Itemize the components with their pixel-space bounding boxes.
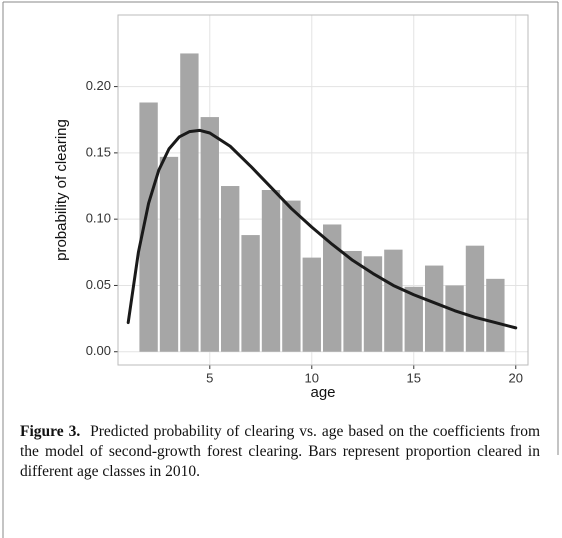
- x-axis-title: age: [310, 384, 335, 401]
- x-tick-label: 15: [407, 370, 421, 385]
- y-tick-label: 0.15: [86, 144, 111, 159]
- bar: [343, 250, 362, 352]
- bar: [200, 117, 219, 352]
- y-tick-label: 0.10: [86, 211, 111, 226]
- bar: [180, 53, 199, 352]
- chart: age probability of clearing 0.00 0.05 0.10…: [2, 1, 559, 420]
- figure-caption: Figure 3. Predicted probability of clear…: [20, 422, 540, 482]
- bar: [404, 286, 423, 352]
- bar: [465, 245, 485, 352]
- bar: [261, 190, 281, 352]
- y-tick-label: 0.05: [86, 277, 111, 292]
- y-tick-label: 0.00: [86, 343, 111, 358]
- x-tick-label: 20: [509, 370, 523, 385]
- plot-border: [117, 14, 529, 366]
- fitted-curve: [126, 128, 518, 330]
- caption-label: Figure 3.: [20, 423, 81, 440]
- bar: [363, 256, 383, 352]
- bar: [302, 257, 321, 352]
- bar: [486, 278, 505, 352]
- y-axis-title: probability of clearing: [53, 119, 70, 261]
- x-tick-label: 5: [206, 370, 213, 385]
- bar: [159, 156, 179, 352]
- bar: [323, 224, 342, 352]
- bar: [221, 186, 240, 352]
- bar: [282, 200, 301, 352]
- bar: [384, 249, 403, 352]
- bar: [445, 285, 464, 352]
- bar: [241, 235, 260, 352]
- bar: [424, 265, 444, 352]
- x-tick-label: 10: [305, 370, 319, 385]
- y-tick-label: 0.20: [86, 78, 111, 93]
- bar: [139, 102, 158, 352]
- caption-text: Predicted probability of clearing vs. ag…: [20, 423, 541, 480]
